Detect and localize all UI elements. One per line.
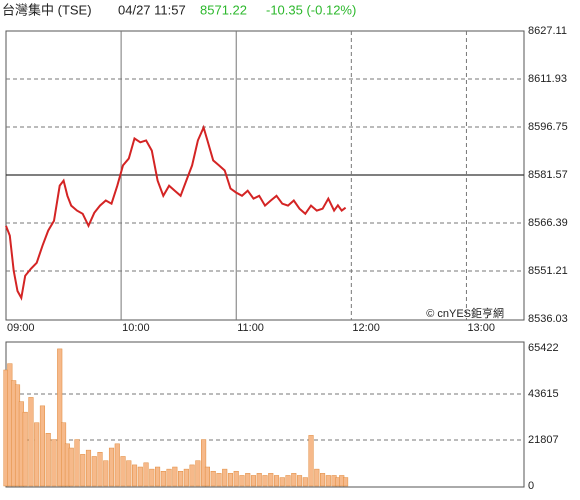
volume-bar (273, 475, 280, 487)
y-tick-label: 8581.57 (528, 169, 568, 181)
volume-bar (166, 468, 172, 487)
volume-bar (302, 477, 308, 487)
volume-bar (155, 466, 161, 487)
volume-bar (227, 473, 234, 487)
volume-bar (216, 473, 222, 487)
volume-bar (291, 473, 297, 487)
volume-bar (85, 449, 92, 487)
volume-bar (126, 460, 132, 487)
volume-bar (28, 397, 34, 487)
volume-bar (325, 475, 331, 487)
x-tick-label: 11:00 (237, 322, 264, 334)
volume-bar (80, 454, 86, 487)
volume-bar (97, 451, 103, 487)
volume-bar (320, 473, 326, 487)
y-tick-label: 8551.21 (528, 265, 568, 277)
volume-bar (314, 468, 320, 487)
volume-bar (262, 475, 268, 487)
volume-bar (279, 477, 285, 487)
y-tick-label: 43615 (528, 388, 559, 400)
time: 04/27 11:57 (118, 2, 186, 17)
volume-bar (343, 477, 349, 487)
volume-bar (239, 475, 245, 487)
volume-bar (308, 435, 314, 487)
y-tick-label: 8627.11 (528, 25, 567, 37)
volume-bar (296, 475, 303, 487)
y-tick-label: 8596.75 (528, 121, 568, 133)
x-tick-label: 09:00 (7, 322, 35, 334)
y-tick-label: 65422 (528, 342, 559, 354)
volume-bar (39, 405, 46, 487)
price-line (5, 124, 347, 301)
copyright: © cnYES鉅亨網 (426, 306, 504, 320)
volume-bar (131, 464, 138, 487)
price: 8571.22 (200, 2, 247, 17)
x-tick-label: 10:00 (122, 322, 150, 334)
volume-bar (178, 470, 184, 487)
volume-bar (189, 464, 195, 487)
y-tick-label: 21807 (528, 434, 559, 446)
volume-bar (195, 460, 201, 487)
volume-bar (245, 473, 251, 487)
y-tick-label: 0 (528, 480, 534, 492)
x-tick-label: 12:00 (352, 322, 380, 334)
volume-bar (114, 443, 120, 487)
volume-bar (68, 447, 74, 487)
volume-bar (250, 475, 257, 487)
volume-bar (160, 470, 166, 487)
volume-bar (256, 473, 262, 487)
volume-bar (34, 422, 40, 487)
volume-bar (233, 470, 239, 487)
volume-bar (183, 468, 189, 487)
volume-bar (143, 462, 149, 487)
volume-bar (149, 468, 155, 487)
y-tick-label: 8611.93 (528, 73, 567, 85)
volume-bar (91, 456, 97, 487)
volume-bar (57, 348, 63, 487)
volume-bar (51, 439, 57, 487)
volume-bar (120, 456, 126, 487)
volume-bar (108, 447, 115, 487)
y-tick-label: 8566.39 (528, 217, 568, 229)
volume-bar (74, 439, 80, 487)
x-tick-label: 13:00 (467, 322, 495, 334)
volume-bar (285, 475, 291, 487)
volume-bar (210, 470, 216, 487)
volume-bar (45, 433, 51, 487)
volume-bar (222, 468, 228, 487)
volume-bar (103, 460, 109, 487)
change: -10.35 (-0.12%) (266, 2, 356, 17)
volume-bar (201, 439, 207, 487)
volume-bar (172, 466, 178, 487)
volume-bar (137, 466, 143, 487)
volume-bar (204, 466, 210, 487)
volume-bar (22, 411, 28, 487)
volume-bar (268, 473, 274, 487)
y-tick-label: 8536.03 (528, 313, 568, 325)
market-name: 台灣集中 (TSE) (2, 2, 92, 17)
